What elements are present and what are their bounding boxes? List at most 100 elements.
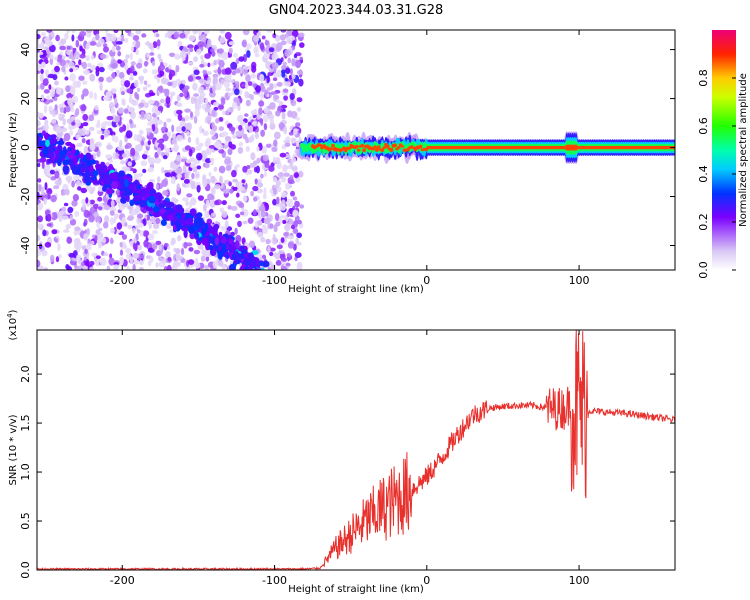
spectrogram-cell	[188, 247, 194, 252]
spectrogram-cell	[49, 254, 55, 263]
spectrogram-cell	[43, 56, 48, 62]
spectrogram-cell	[264, 40, 269, 46]
spectrogram-cell	[156, 39, 161, 47]
spectrogram-cell	[132, 35, 140, 41]
spectrogram-cell	[255, 30, 259, 33]
spectrogram-cell	[167, 30, 175, 35]
spectrogram-cell	[113, 30, 119, 34]
spectrogram-cell	[162, 88, 170, 94]
spectrogram-cell	[126, 88, 133, 94]
spectrogram-cell	[275, 110, 281, 117]
spectrogram-cell	[231, 169, 237, 178]
spectrogram-cell	[83, 69, 90, 75]
spectrogram-cell	[48, 144, 54, 154]
spectrogram-cell	[253, 46, 259, 55]
spectrogram-cell	[159, 208, 167, 214]
spectrogram-cell	[38, 184, 42, 192]
spectrogram-cell	[74, 211, 80, 217]
spectrogram-cell	[99, 82, 103, 91]
spectrogram-cell	[276, 42, 283, 51]
spectrogram-cell	[211, 121, 215, 129]
spectrogram-cell	[176, 174, 183, 179]
spectrogram-cell	[183, 60, 189, 64]
spectrogram-cell	[187, 51, 191, 56]
spectrogram-cell	[197, 41, 205, 48]
spectrogram-x-tick-label: -100	[262, 274, 287, 287]
spectrogram-cell	[275, 260, 282, 266]
spectrogram-cell	[89, 266, 95, 270]
spectrogram-cell	[69, 73, 76, 82]
spectrogram-cell	[131, 100, 139, 106]
spectrogram-cell	[111, 63, 118, 69]
spectrogram-cell	[125, 142, 132, 149]
spectrogram-cell	[176, 183, 180, 192]
spectrogram-cell	[273, 73, 279, 78]
spectrogram-cell	[274, 213, 280, 222]
spectrogram-cell	[233, 97, 240, 103]
spectrogram-cell	[204, 53, 211, 59]
spectrogram-cell	[150, 210, 155, 216]
spectrogram-cell	[262, 226, 268, 234]
spectrogram-cell	[95, 259, 101, 267]
spectrogram-cell	[158, 256, 163, 261]
spectrogram-cell	[100, 134, 105, 140]
spectrogram-cell	[152, 41, 158, 49]
spectrogram-cell	[198, 34, 202, 41]
spectrogram-cell	[214, 200, 219, 206]
spectrogram-cell	[184, 108, 191, 113]
spectrogram-cell	[282, 220, 287, 224]
spectrogram-cell	[46, 188, 53, 195]
spectrogram-cell	[253, 271, 257, 276]
spectrogram-cell	[50, 134, 57, 139]
spectrogram-cell	[218, 117, 224, 122]
spectrogram-cell	[245, 136, 249, 144]
spectrogram-cell	[242, 68, 248, 75]
spectrogram-cell	[89, 206, 95, 215]
spectrogram-cell	[282, 61, 288, 66]
spectrogram-cell	[86, 32, 92, 38]
spectrogram-cell	[41, 61, 46, 68]
spectrogram-cell	[220, 79, 225, 85]
spectrogram-cell	[156, 119, 164, 125]
spectrogram-cell	[168, 64, 172, 70]
spectrogram-cell	[37, 249, 42, 257]
spectrogram-cell	[95, 216, 102, 224]
spectrogram-cell	[282, 88, 289, 93]
spectrogram-cell	[295, 140, 300, 148]
spectrogram-cell	[75, 134, 80, 140]
spectrogram-cell	[272, 177, 278, 183]
spectrogram-cell	[89, 41, 97, 46]
spectrogram-cell	[73, 229, 78, 236]
spectrogram-cell	[242, 165, 248, 173]
spectrogram-cell	[120, 192, 125, 198]
spectrogram-cell	[362, 148, 366, 153]
spectrogram-cell	[84, 130, 90, 135]
spectrogram-cell	[197, 30, 202, 36]
spectrogram-cell	[290, 137, 297, 144]
spectrogram-cell	[62, 229, 70, 233]
spectrogram-cell	[154, 157, 162, 164]
spectrogram-cell	[194, 257, 199, 266]
spectrogram-cell	[89, 91, 94, 99]
spectrogram-cell	[110, 107, 116, 115]
spectrogram-cell	[92, 170, 99, 177]
spectrogram-cell	[94, 104, 99, 111]
spectrogram-cell	[279, 203, 287, 211]
spectrogram-cell	[217, 244, 222, 251]
spectrogram-cell	[238, 124, 243, 131]
spectrogram-cell	[75, 180, 82, 188]
snr-x-tick-label: 100	[569, 574, 590, 587]
spectrogram-cell	[205, 80, 212, 85]
spectrogram-cell	[117, 59, 122, 64]
spectrogram-cell	[228, 79, 235, 83]
spectrogram-cell	[271, 146, 278, 152]
spectrogram-cell	[143, 239, 149, 248]
spectrogram-cell	[45, 139, 50, 147]
spectrogram-cell	[42, 147, 49, 156]
spectrogram-cell	[279, 152, 287, 158]
spectrogram-cell	[131, 124, 137, 128]
spectrogram-cell	[47, 193, 51, 200]
spectrogram-cell	[231, 253, 236, 260]
spectrogram-cell	[292, 196, 298, 201]
spectrogram-cell	[38, 243, 43, 250]
